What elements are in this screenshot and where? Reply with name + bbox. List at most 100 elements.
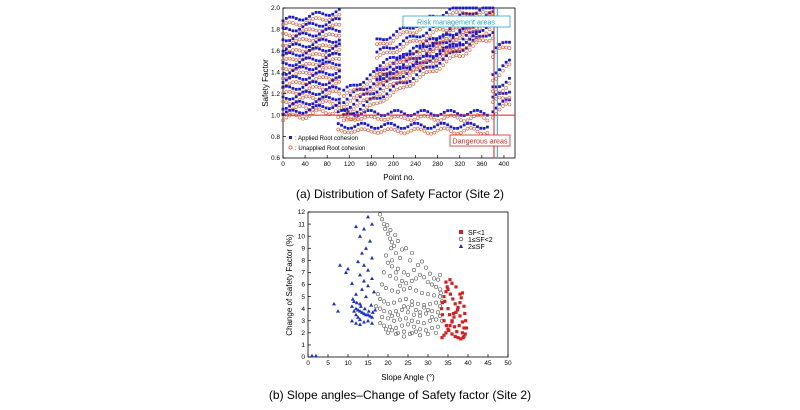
applied-root-cohesion-point (301, 65, 305, 69)
sf-ge2-point (360, 287, 364, 291)
sf-1to2-point (385, 316, 390, 321)
unapplied-root-cohesion-point (469, 125, 473, 130)
y-axis-label-a: Safety Factor (261, 59, 270, 107)
applied-root-cohesion-point (498, 102, 501, 106)
applied-root-cohesion-point (494, 71, 498, 75)
applied-root-cohesion-point (314, 104, 318, 108)
sf-ge2-point (364, 294, 368, 299)
applied-root-cohesion-point (458, 43, 462, 47)
sf-1to2-point (423, 311, 428, 316)
unapplied-root-cohesion-point (501, 89, 505, 93)
applied-root-cohesion-point (392, 72, 395, 76)
sf-lt1-point (448, 313, 452, 317)
applied-root-cohesion-point (388, 65, 392, 69)
applied-root-cohesion-point (406, 125, 410, 129)
unapplied-root-cohesion-point (361, 92, 366, 96)
applied-root-cohesion-point (466, 122, 469, 125)
unapplied-root-cohesion-point (345, 91, 349, 95)
unapplied-root-cohesion-point (415, 116, 420, 120)
unapplied-root-cohesion-point (441, 40, 445, 44)
unapplied-root-cohesion-point (465, 118, 470, 123)
sf-lt1-point (453, 302, 457, 306)
applied-root-cohesion-point (340, 123, 343, 127)
applied-root-cohesion-point (348, 106, 352, 109)
applied-root-cohesion-point (474, 30, 478, 34)
applied-root-cohesion-point (291, 52, 295, 56)
unapplied-root-cohesion-point (297, 92, 302, 97)
applied-root-cohesion-point (346, 127, 350, 130)
unapplied-root-cohesion-point (454, 10, 459, 14)
applied-root-cohesion-point (334, 10, 338, 14)
y-tick-label-b: 3 (301, 318, 305, 325)
unapplied-root-cohesion-point (451, 11, 455, 15)
unapplied-root-cohesion-point (375, 101, 379, 106)
unapplied-root-cohesion-point (294, 47, 299, 52)
applied-root-cohesion-point (421, 42, 425, 46)
unapplied-root-cohesion-point (394, 75, 399, 79)
unapplied-root-cohesion-point (464, 11, 469, 16)
unapplied-root-cohesion-point (301, 49, 305, 54)
unapplied-root-cohesion-point (461, 48, 465, 52)
legend-sf-ge2-label: 2≤SF (468, 244, 485, 251)
unapplied-root-cohesion-point (465, 126, 470, 131)
unapplied-root-cohesion-point (317, 107, 322, 112)
applied-root-cohesion-point (311, 80, 315, 83)
unapplied-root-cohesion-point (414, 67, 419, 71)
applied-root-cohesion-point (468, 6, 472, 10)
unapplied-root-cohesion-point (471, 39, 475, 44)
unapplied-root-cohesion-point (368, 96, 373, 101)
unapplied-root-cohesion-point (379, 130, 384, 134)
unapplied-root-cohesion-point (391, 60, 396, 65)
applied-root-cohesion-point (294, 63, 298, 67)
applied-root-cohesion-point (411, 77, 415, 80)
unapplied-root-cohesion-point (356, 128, 360, 132)
applied-root-cohesion-point (458, 41, 462, 45)
applied-root-cohesion-point (301, 111, 305, 115)
unapplied-root-cohesion-point (337, 12, 342, 17)
sf-1to2-point (411, 312, 416, 317)
unapplied-root-cohesion-point (339, 129, 344, 133)
sf-1to2-point (393, 276, 398, 281)
unapplied-root-cohesion-point (291, 21, 295, 25)
sf-1to2-point (397, 298, 402, 303)
applied-root-cohesion-point (508, 58, 511, 62)
unapplied-root-cohesion-point (434, 69, 439, 73)
unapplied-root-cohesion-point (385, 50, 389, 55)
unapplied-root-cohesion-point (424, 49, 429, 54)
applied-root-cohesion-point (392, 68, 395, 72)
applied-root-cohesion-point (431, 55, 435, 58)
applied-root-cohesion-point (334, 51, 338, 55)
sf-lt1-point (444, 331, 448, 335)
sf-1to2-point (389, 313, 394, 318)
applied-root-cohesion-point (392, 55, 395, 59)
sf-1to2-point (383, 286, 388, 291)
x-tick-label-a: 280 (432, 161, 443, 168)
applied-root-cohesion-point (368, 85, 372, 89)
unapplied-root-cohesion-point (365, 91, 369, 95)
applied-root-cohesion-point (288, 51, 292, 55)
unapplied-root-cohesion-point (351, 107, 356, 111)
applied-root-cohesion-point (385, 38, 389, 41)
unapplied-root-cohesion-point (311, 27, 315, 32)
applied-root-cohesion-point (284, 26, 288, 30)
applied-root-cohesion-point (388, 77, 392, 81)
unapplied-root-cohesion-point (358, 100, 363, 105)
sf-1to2-point (427, 318, 432, 323)
applied-root-cohesion-point (288, 97, 292, 101)
applied-root-cohesion-point (304, 90, 308, 93)
applied-root-cohesion-point (395, 56, 399, 60)
applied-root-cohesion-point (345, 112, 349, 116)
sf-ge2-point (362, 311, 366, 316)
x-tick-label-b: 45 (484, 360, 492, 367)
unapplied-root-cohesion-point (334, 81, 338, 86)
sf-lt1-point (446, 287, 450, 291)
applied-root-cohesion-point (334, 98, 338, 102)
sf-ge2-point (354, 321, 358, 325)
applied-root-cohesion-point (324, 38, 328, 42)
y-tick-label-a: 1.0 (271, 112, 280, 119)
applied-root-cohesion-point (321, 24, 325, 28)
unapplied-root-cohesion-point (408, 62, 412, 67)
unapplied-root-cohesion-point (311, 52, 315, 57)
x-tick-label-b: 10 (344, 360, 352, 367)
applied-root-cohesion-point (298, 32, 301, 36)
